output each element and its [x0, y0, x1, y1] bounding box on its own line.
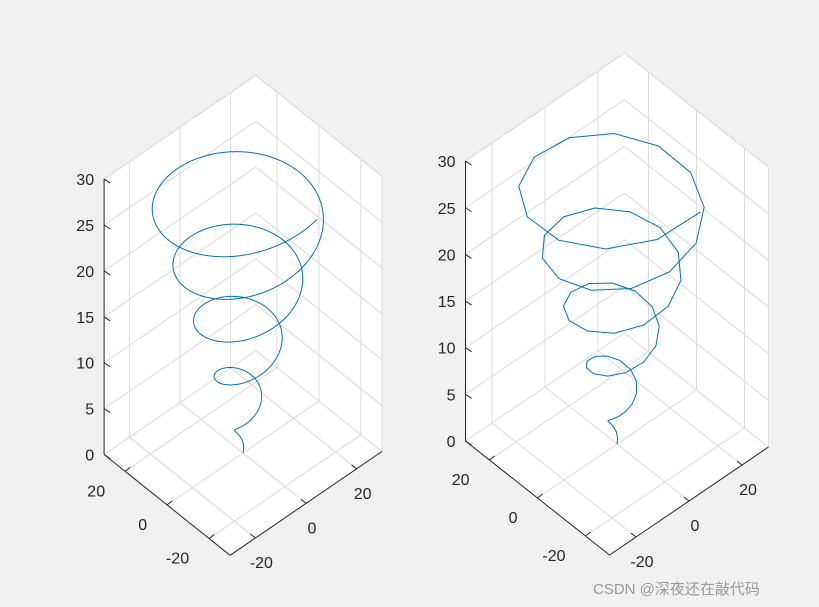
- grid-line: [465, 145, 625, 255]
- right-3d-axes[interactable]: 0 5 10 15 20 25 30 -20 0 20 -20 0 20: [438, 52, 769, 571]
- grid-line: [465, 239, 625, 349]
- y-tick-mark: [537, 493, 543, 499]
- z-tick-mark: [465, 207, 472, 213]
- z-tick-label: 0: [85, 448, 94, 465]
- z-tick-mark: [465, 393, 472, 399]
- z-tick-mark: [103, 178, 111, 184]
- grid-line: [624, 285, 769, 401]
- grid-line: [624, 332, 769, 448]
- z-tick-mark: [103, 362, 111, 368]
- z-tick-label: 15: [76, 310, 94, 327]
- z-tick-mark: [103, 316, 111, 322]
- grid-line: [255, 212, 383, 315]
- y-tick-mark: [124, 466, 131, 472]
- watermark-text: CSDN @深夜还在敲代码: [593, 581, 760, 598]
- grid-line: [103, 166, 257, 272]
- x-tick-label: 20: [354, 486, 372, 503]
- grid-line: [255, 304, 383, 406]
- pane-edge: [255, 74, 383, 177]
- helix-series-line: [518, 132, 705, 445]
- y-tick-label: -20: [166, 551, 189, 568]
- y-tick-mark: [208, 534, 215, 539]
- x-tick-mark: [300, 499, 307, 504]
- grid-line: [208, 434, 362, 539]
- x-tick-label: 0: [308, 520, 317, 537]
- grid-line: [624, 146, 769, 261]
- grid-line: [489, 351, 649, 461]
- z-tick-label: 10: [76, 356, 94, 373]
- z-tick-mark: [103, 270, 111, 276]
- grid-line: [465, 285, 625, 395]
- z-tick-mark: [103, 408, 111, 414]
- y-tick-mark: [585, 531, 591, 537]
- x-tick-mark: [351, 464, 357, 470]
- y-tick-label: 20: [452, 472, 470, 489]
- grid-line: [255, 120, 383, 223]
- grid-line: [255, 258, 383, 361]
- grid-line: [124, 367, 278, 472]
- z-tick-label: 25: [438, 201, 456, 218]
- z-tick-label: 0: [447, 434, 456, 451]
- z-tick-label: 30: [76, 172, 94, 189]
- z-tick-mark: [465, 440, 472, 446]
- grid-line: [624, 192, 769, 308]
- grid-line: [255, 350, 383, 452]
- grid-line: [103, 212, 257, 318]
- x-tick-label: 0: [691, 518, 700, 535]
- grid-line: [624, 239, 769, 355]
- z-tick-label: 10: [438, 341, 456, 358]
- grid-line: [103, 350, 257, 455]
- left-3d-axes[interactable]: 0 5 10 15 20 25 30 -20 0 20 -20 0 20: [76, 74, 383, 572]
- grid-line: [585, 427, 745, 537]
- z-tick-mark: [465, 347, 472, 353]
- pane-edge: [103, 74, 257, 180]
- x-tick-mark: [630, 532, 637, 538]
- grid-line: [103, 304, 257, 410]
- grid-line: [465, 99, 625, 209]
- x-tick-label: -20: [630, 554, 653, 571]
- y-tick-label: 0: [509, 510, 518, 527]
- grid-line: [103, 258, 257, 364]
- grid-line: [624, 99, 769, 215]
- x-tick-mark: [683, 496, 690, 502]
- z-tick-label: 20: [438, 247, 456, 264]
- z-tick-mark: [103, 224, 111, 230]
- z-tick-label: 25: [76, 218, 94, 235]
- y-tick-label: 0: [138, 517, 147, 534]
- pane-edge: [465, 52, 625, 162]
- x-tick-label: 20: [739, 482, 757, 499]
- x-tick-mark: [736, 460, 743, 466]
- y-tick-mark: [489, 455, 495, 461]
- x-tick-mark: [250, 533, 256, 539]
- grid-line: [255, 166, 383, 269]
- y-tick-label: -20: [542, 548, 565, 565]
- y-tick-mark: [166, 500, 173, 506]
- z-tick-mark: [465, 253, 472, 259]
- z-tick-mark: [465, 160, 472, 166]
- y-tick-label: 20: [87, 483, 105, 500]
- z-tick-label: 15: [438, 294, 456, 311]
- z-tick-label: 5: [85, 402, 94, 419]
- z-tick-label: 5: [447, 387, 456, 404]
- z-tick-mark: [465, 300, 472, 306]
- z-tick-label: 30: [438, 154, 456, 171]
- pane-edge: [624, 52, 769, 168]
- z-tick-mark: [103, 454, 111, 459]
- grid-line: [465, 332, 625, 442]
- grid-line: [465, 192, 625, 302]
- helix-series-line: [151, 151, 324, 454]
- z-tick-label: 20: [76, 264, 94, 281]
- grid-line: [103, 120, 257, 226]
- x-tick-label: -20: [250, 555, 273, 572]
